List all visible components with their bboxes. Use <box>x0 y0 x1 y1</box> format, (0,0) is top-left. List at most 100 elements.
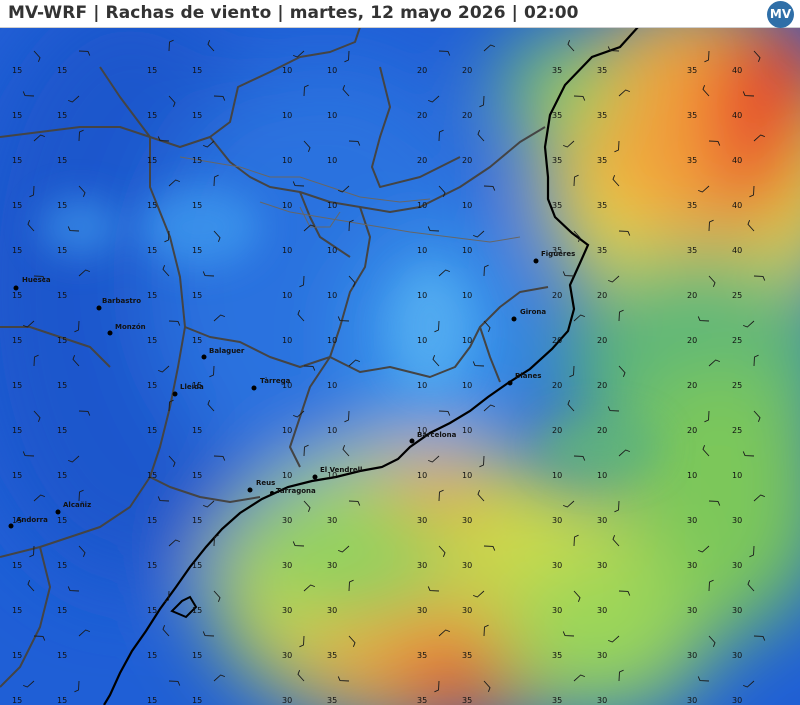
wind-barb-icon <box>438 489 444 502</box>
wind-barb-icon <box>753 50 761 63</box>
gust-value-label: 15 <box>192 291 202 300</box>
gust-value-label: 15 <box>192 66 202 75</box>
city-tarrega[interactable]: Tàrrega <box>251 377 291 391</box>
gust-value-label: 30 <box>417 606 427 615</box>
gust-value-label: 20 <box>687 381 697 390</box>
gust-value-label: 30 <box>732 561 742 570</box>
city-el-vendrell[interactable]: El Vendrell <box>312 466 363 480</box>
wind-barb-icon <box>348 359 361 367</box>
gust-value-label: 15 <box>57 66 67 75</box>
city-andorra[interactable]: Andorra <box>8 516 49 529</box>
gust-value-label: 15 <box>192 246 202 255</box>
wind-barb-icon <box>483 44 496 52</box>
wind-barb-icon <box>704 50 710 63</box>
gust-value-label: 20 <box>552 426 562 435</box>
gust-value-label: 20 <box>462 156 472 165</box>
gust-value-label: 15 <box>192 156 202 165</box>
gust-value-label: 10 <box>462 336 472 345</box>
wind-barb-icon <box>573 590 581 603</box>
city-barcelona[interactable]: Barcelona <box>409 431 457 444</box>
wind-barb-icon <box>708 635 716 648</box>
gust-value-label: 15 <box>192 651 202 660</box>
wind-barb-icon <box>213 455 226 461</box>
wind-barb-icon <box>168 455 176 468</box>
wind-field-detail <box>40 187 660 477</box>
gust-value-label: 30 <box>732 516 742 525</box>
wind-barb-icon <box>344 50 350 63</box>
gust-value-label: 20 <box>597 381 607 390</box>
gust-value-label: 10 <box>282 336 292 345</box>
gust-value-label: 35 <box>687 156 697 165</box>
gust-value-label: 30 <box>732 696 742 705</box>
gust-value-label: 10 <box>282 201 292 210</box>
gust-value-label: 15 <box>57 291 67 300</box>
gust-value-label: 30 <box>687 516 697 525</box>
wind-barb-icon <box>22 91 35 97</box>
city-lleida[interactable]: Lleida <box>172 383 205 397</box>
gust-value-label: 30 <box>597 606 607 615</box>
wind-barb-icon <box>292 50 305 58</box>
wind-barb-icon <box>427 455 440 463</box>
wind-barb-icon <box>753 134 766 142</box>
gust-value-label: 15 <box>147 336 157 345</box>
city-girona[interactable]: Girona <box>511 308 547 322</box>
city-monzon[interactable]: Monzón <box>107 323 146 336</box>
gust-value-label: 10 <box>327 291 337 300</box>
wind-barb-icon <box>213 174 219 187</box>
city-blanes[interactable]: Blanes <box>507 372 542 386</box>
wind-barb-icon <box>567 39 575 52</box>
city-figueres[interactable]: Figueres <box>533 250 576 264</box>
gust-value-label: 30 <box>552 561 562 570</box>
gust-value-label: 20 <box>417 66 427 75</box>
wind-barb-icon <box>78 269 91 277</box>
gust-value-label: 30 <box>597 561 607 570</box>
wind-barb-icon <box>348 500 361 506</box>
wind-barb-icon <box>74 320 80 333</box>
gust-value-label: 35 <box>552 651 562 660</box>
gust-value-label: 10 <box>732 471 742 480</box>
wind-barb-icon <box>749 185 755 198</box>
gust-value-label: 15 <box>12 471 22 480</box>
city-alcaniz[interactable]: Alcañiz <box>55 501 92 515</box>
wind-barb-icon <box>348 275 356 288</box>
city-barbastro[interactable]: Barbastro <box>96 297 142 311</box>
wind-barb-icon <box>438 185 446 198</box>
wind-barb-icon <box>573 174 579 187</box>
wind-barb-icon <box>708 579 714 592</box>
city-reus[interactable]: Reus <box>247 479 276 493</box>
delta <box>170 595 198 619</box>
city-tarragona[interactable]: Tarragona <box>270 487 316 495</box>
gust-value-label: 10 <box>552 471 562 480</box>
gust-value-label: 15 <box>12 651 22 660</box>
wind-barb-icon <box>483 624 489 637</box>
wind-gust-map[interactable]: 15 15 15 15 10 10 20 20 35 35 35 40 15 15 15 15 10 10 20 20… <box>0 27 800 705</box>
city-balaguer[interactable]: Balaguer <box>201 347 245 360</box>
wind-barb-icon <box>702 444 710 457</box>
gust-value-label: 30 <box>732 651 742 660</box>
gust-value-label: 10 <box>282 156 292 165</box>
gust-value-label: 15 <box>57 201 67 210</box>
wind-barb-icon <box>479 95 485 108</box>
gust-value-label: 15 <box>57 246 67 255</box>
gust-value-label: 35 <box>417 651 427 660</box>
wind-barb-icon <box>708 500 721 506</box>
city-huesca[interactable]: Huesca <box>13 276 51 291</box>
wind-barb-icon <box>78 50 91 56</box>
gust-value-label: 10 <box>417 291 427 300</box>
wind-barb-icon <box>612 534 620 547</box>
gust-value-label: 35 <box>417 696 427 705</box>
wind-barb-icon <box>207 399 215 412</box>
wind-barb-icon <box>438 129 444 142</box>
city-label: Blanes <box>515 372 541 380</box>
wind-barb-icon <box>753 410 761 423</box>
wind-barb-icon <box>708 219 714 232</box>
gust-value-label: 15 <box>12 696 22 705</box>
gust-value-label: 30 <box>597 696 607 705</box>
wind-barb-icon <box>483 264 489 277</box>
wind-barb-icon <box>342 444 350 457</box>
wind-barb-icon <box>168 539 181 547</box>
gust-value-label: 10 <box>282 246 292 255</box>
gust-value-label: 10 <box>327 426 337 435</box>
wind-barb-icon <box>697 545 710 553</box>
wind-barb-icon <box>708 359 721 367</box>
